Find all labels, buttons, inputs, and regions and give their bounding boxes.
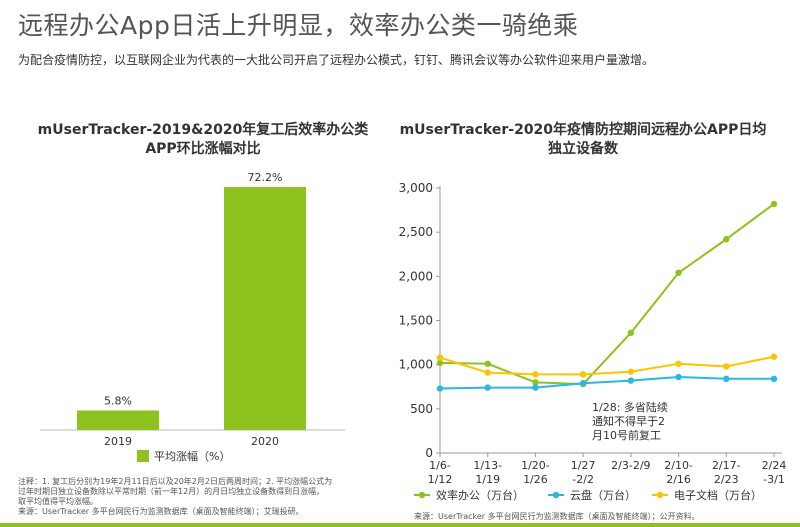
- series-cloud-point: [627, 377, 635, 384]
- series-efficiency-legend-marker: [418, 491, 426, 499]
- y-tick-label: 2,000: [399, 269, 433, 283]
- x-tick-label: 2/17-: [712, 459, 741, 472]
- series-docs-line: [439, 355, 775, 376]
- chart-annotation: 通知不得早于2: [592, 414, 665, 428]
- y-tick-label: 1,500: [399, 314, 433, 328]
- y-tick-label: 2,500: [399, 225, 433, 239]
- y-tick-label: 3,000: [399, 181, 433, 195]
- bar-category-label: 2019: [104, 435, 132, 448]
- footnote-line: 注释：1. 复工后分别为19年2月11日后以及20年2月2日后两周时间；2. 平…: [18, 477, 333, 486]
- series-cloud-point: [723, 375, 730, 382]
- footnote-line: 取平均值得平均涨幅。: [18, 497, 98, 506]
- series-cloud-point: [675, 373, 682, 381]
- series-docs-legend-label: 电子文档（万台）: [674, 488, 762, 502]
- chart-annotation: 1/28: 多省陆续: [592, 400, 668, 414]
- series-docs-legend-marker: [656, 491, 664, 499]
- page-subtitle: 为配合疫情防控，以互联网企业为代表的一大批公司开启了远程办公模式，钉钉、腾讯会议…: [18, 53, 655, 67]
- x-tick-label: -2/2: [572, 473, 594, 486]
- x-tick-label: 1/13-: [473, 459, 502, 472]
- series-docs-point: [675, 360, 682, 367]
- series-cloud-point: [532, 384, 539, 391]
- series-docs-point: [436, 354, 444, 361]
- x-tick-label: 2/3-2/9: [611, 459, 650, 472]
- y-tick-label: 0: [425, 446, 433, 460]
- right-source-note: 来源：UserTracker 多平台网民行为监测数据库（桌面及智能终端）；公开资…: [414, 512, 700, 521]
- y-tick-label: 500: [410, 402, 433, 416]
- series-docs-point: [484, 369, 491, 376]
- x-tick-label: 2/10-: [664, 459, 693, 472]
- bar-category-label: 2020: [251, 435, 279, 448]
- series-cloud-legend-marker: [552, 491, 560, 499]
- series-efficiency-point: [532, 379, 539, 386]
- x-tick-label: 1/6-: [429, 459, 451, 472]
- series-efficiency-point: [723, 236, 730, 243]
- series-docs-point: [723, 363, 730, 370]
- series-docs-point: [627, 368, 635, 375]
- series-efficiency-point: [675, 269, 682, 276]
- bar-chart: 5.8% 2019 72.2% 2020 平均涨幅（%）: [40, 171, 345, 463]
- x-tick-label: -3/1: [763, 473, 785, 486]
- series-efficiency-point: [484, 360, 491, 367]
- left-footnote: 注释：1. 复工后分别为19年2月11日后以及20年2月2日后两周时间；2. 平…: [18, 477, 378, 517]
- series-cloud-line: [439, 376, 774, 390]
- page-title: 远程办公App日活上升明显，效率办公类一骑绝乘: [18, 11, 579, 40]
- x-tick-label: 2/16: [666, 473, 691, 486]
- series-docs-point: [770, 353, 778, 360]
- bar-value-label: 5.8%: [104, 394, 132, 407]
- series-cloud-point: [770, 375, 778, 382]
- x-tick-label: 1/12: [428, 473, 453, 486]
- series-efficiency-point: [770, 200, 778, 208]
- footnote-line: 过年时期日独立设备数除以平常时期（前一年12月）的月日均独立设备数得到日涨幅，: [18, 487, 325, 496]
- series-efficiency-line: [439, 203, 775, 386]
- series-cloud-legend-label: 云盘（万台）: [570, 488, 636, 502]
- x-tick-label: 2/23: [714, 473, 739, 486]
- series-docs-point: [532, 371, 539, 378]
- x-tick-label: 2/24: [762, 459, 787, 472]
- x-tick-label: 1/27: [571, 459, 596, 472]
- series-cloud-point: [579, 380, 587, 387]
- bar-2020: [224, 187, 306, 430]
- series-cloud-point: [484, 384, 491, 391]
- series-efficiency-point: [627, 329, 635, 337]
- x-tick-label: 1/19: [475, 473, 500, 486]
- chart-annotation: 月10号前复工: [592, 428, 661, 442]
- series-cloud-point: [436, 385, 444, 392]
- footnote-source: 来源：UserTracker 多平台网民行为监测数据库（桌面及智能终端）；艾瑞投…: [18, 507, 304, 516]
- series-efficiency-point: [436, 359, 444, 367]
- series-efficiency-legend-label: 效率办公（万台）: [436, 488, 524, 502]
- bar-legend-swatch: [137, 450, 149, 462]
- bottom-accent-bar: [0, 523, 800, 527]
- y-tick-label: 1,000: [399, 358, 433, 372]
- bar-chart-title: mUserTracker-2019&2020年复工后效率办公类APP环比涨幅对比: [37, 122, 369, 157]
- x-tick-label: 1/26: [523, 473, 548, 486]
- bar-2019: [77, 410, 159, 430]
- line-chart-title: mUserTracker-2020年疫情防控期间远程办公APP日均独立设备数: [399, 122, 767, 157]
- series-docs-point: [579, 371, 587, 378]
- bar-value-label: 72.2%: [248, 171, 283, 184]
- x-tick-label: 1/20-: [521, 459, 550, 472]
- bar-legend-label: 平均涨幅（%）: [154, 450, 230, 463]
